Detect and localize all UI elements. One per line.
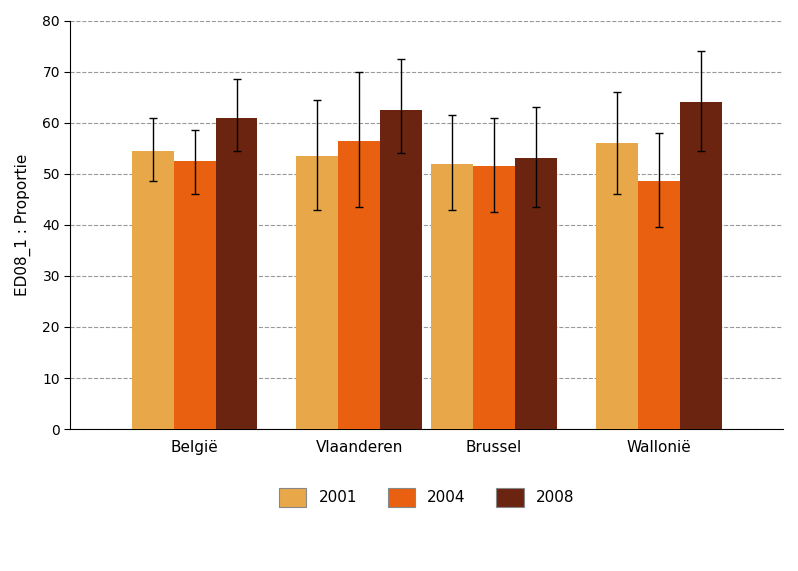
Bar [515,158,557,429]
Bar [596,143,638,429]
Bar [296,156,338,429]
Bar [473,166,515,429]
Bar [381,110,422,429]
Bar [174,161,215,429]
Bar [431,163,473,429]
Y-axis label: ED08_1 : Proportie: ED08_1 : Proportie [15,154,31,296]
Bar [638,182,680,429]
Bar [132,151,174,429]
Bar [215,118,258,429]
Bar [338,140,381,429]
Bar [680,102,721,429]
Legend: 2001, 2004, 2008: 2001, 2004, 2008 [273,482,581,513]
